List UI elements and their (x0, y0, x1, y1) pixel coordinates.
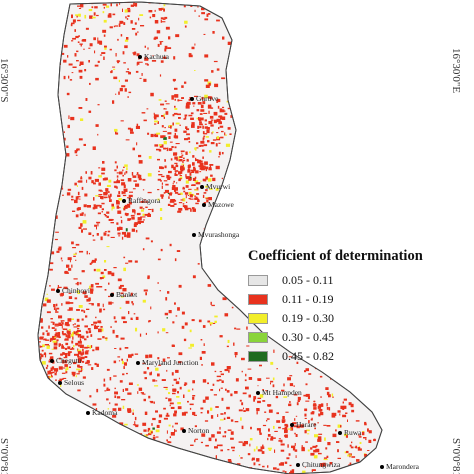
town-label: Mvurashonga (192, 230, 239, 239)
town-label: Marondera (380, 462, 419, 471)
town-marker-icon (296, 463, 300, 468)
town-label: Kachuta (138, 52, 169, 61)
town-marker-icon (338, 431, 342, 436)
town-marker-icon (192, 233, 196, 238)
town-label: Chinhoyi (56, 286, 90, 295)
legend-item: 0.45 - 0.82 (248, 347, 448, 366)
town-label: Chitungwiza (296, 460, 340, 469)
town-marker-icon (256, 391, 260, 396)
town-label: Banket (110, 290, 137, 299)
latitude-label-right-top: 16°30'0"E (450, 48, 462, 94)
town-label: Ruwa (338, 428, 362, 437)
town-label: Mazowe (202, 200, 234, 209)
town-label: Mvurwi (200, 182, 230, 191)
town-marker-icon (380, 465, 384, 470)
legend-label: 0.19 - 0.30 (282, 311, 334, 325)
town-label: Guruve (190, 94, 219, 103)
latitude-label-left-bottom: S"0'0°81 (0, 438, 10, 474)
town-marker-icon (110, 293, 114, 298)
region-outline (37, 1, 383, 474)
legend-item: 0.05 - 0.11 (248, 271, 448, 290)
legend-item: 0.19 - 0.30 (248, 309, 448, 328)
town-marker-icon (138, 55, 142, 60)
town-label: Selous (58, 378, 84, 387)
legend-swatch (248, 313, 268, 324)
legend-item: 0.11 - 0.19 (248, 290, 448, 309)
town-marker-icon (86, 411, 90, 416)
legend-title: Coefficient of determination (248, 248, 423, 264)
town-marker-icon (200, 185, 204, 190)
town-label: Norton (182, 426, 209, 435)
town-marker-icon (58, 381, 62, 386)
town-marker-icon (122, 199, 126, 204)
town-label: Chegutu (50, 356, 81, 365)
town-marker-icon (202, 203, 206, 208)
town-marker-icon (190, 97, 194, 102)
latitude-label-left-top: 16°30'0"S (0, 58, 10, 103)
legend-item: 0.30 - 0.45 (248, 328, 448, 347)
town-marker-icon (136, 361, 140, 366)
legend-swatch (248, 275, 268, 286)
legend-swatch (248, 294, 268, 305)
town-marker-icon (182, 429, 186, 434)
legend-label: 0.11 - 0.19 (282, 292, 334, 306)
legend: Coefficient of determination 0.05 - 0.11… (248, 248, 448, 366)
town-marker-icon (56, 289, 60, 294)
town-label: Mt Hampden (256, 388, 302, 397)
legend-swatch (248, 351, 268, 362)
town-label: Kadoma (86, 408, 117, 417)
town-label: Harare (290, 420, 316, 429)
town-marker-icon (290, 423, 294, 428)
town-label: Raffingora (122, 196, 160, 205)
town-label: Maryland Junction (136, 358, 198, 367)
legend-swatch (248, 332, 268, 343)
town-marker-icon (50, 359, 54, 364)
legend-label: 0.05 - 0.11 (282, 273, 334, 287)
latitude-label-right-bottom: S"0'0°81 (450, 438, 462, 474)
legend-label: 0.30 - 0.45 (282, 330, 334, 344)
legend-label: 0.45 - 0.82 (282, 349, 334, 363)
